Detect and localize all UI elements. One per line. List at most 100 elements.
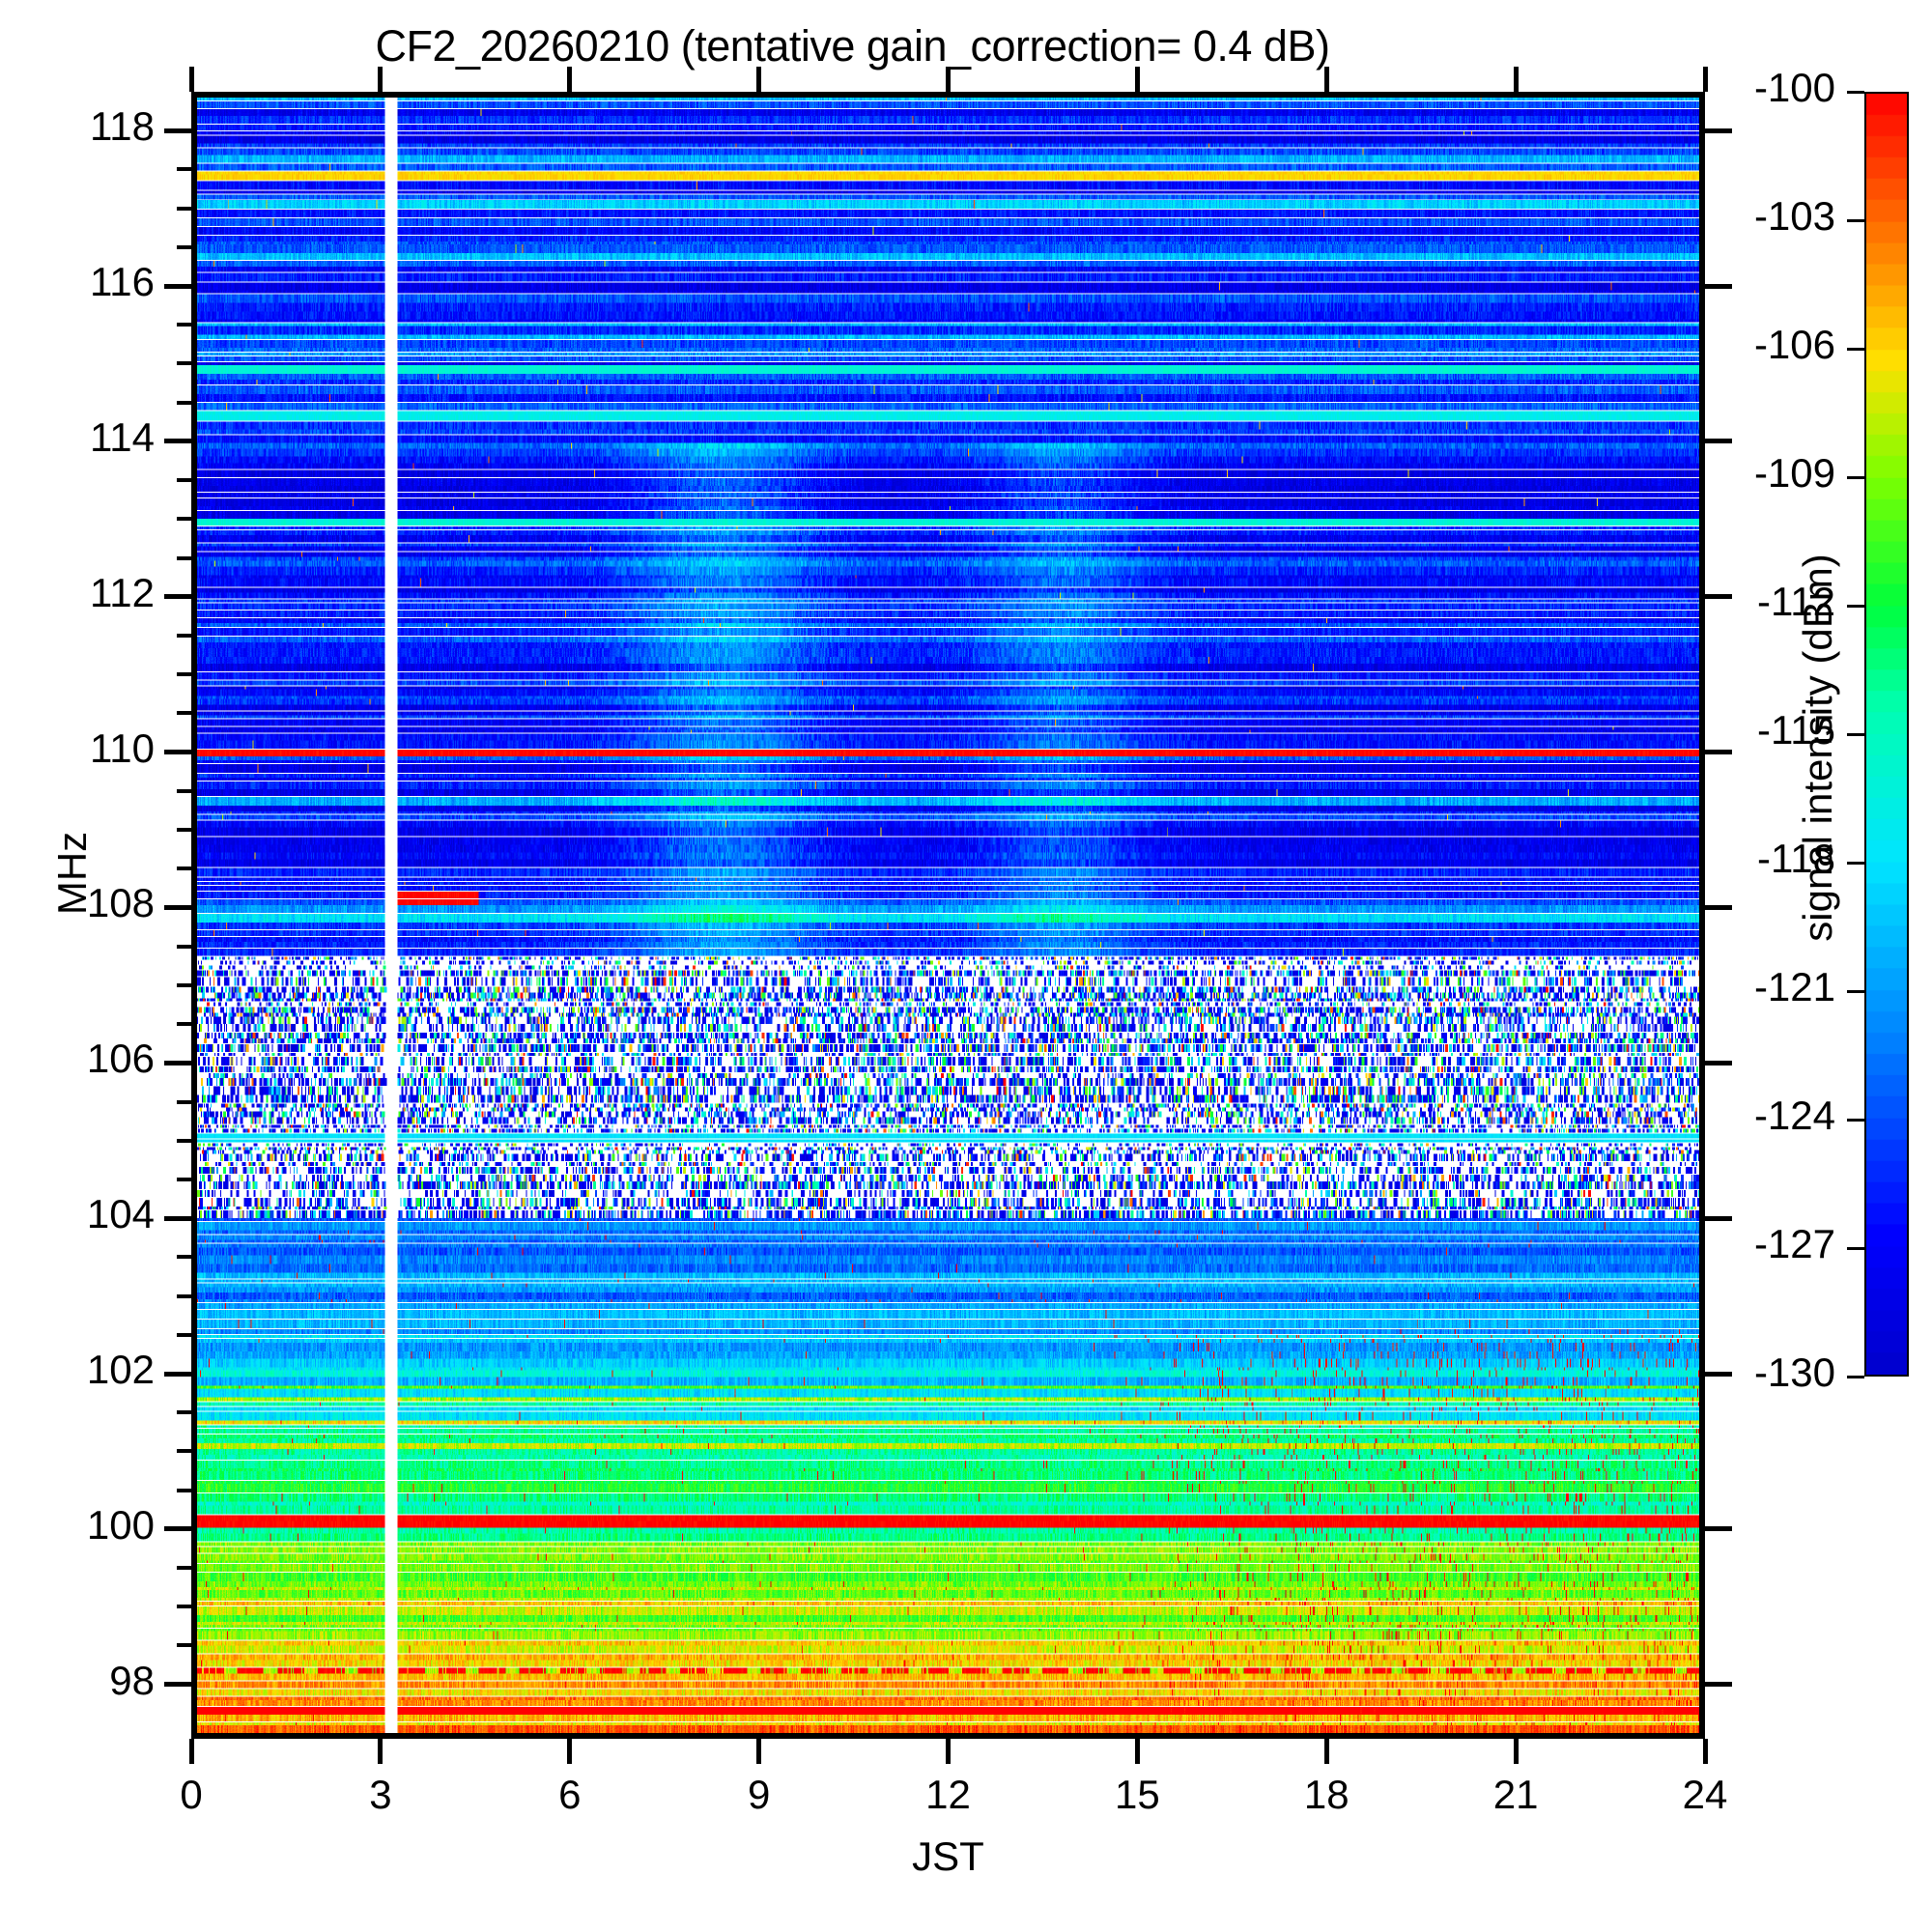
colorbar-tick bbox=[1847, 1246, 1864, 1250]
y-axis-tick bbox=[164, 1682, 191, 1688]
y-axis-minor-tick bbox=[177, 478, 191, 483]
x-axis-tick bbox=[378, 1739, 384, 1764]
x-axis-title: JST bbox=[912, 1833, 984, 1879]
y-axis-tick-label: 102 bbox=[86, 1347, 155, 1392]
y-axis-tick-label: 98 bbox=[109, 1657, 155, 1703]
y-axis-minor-tick bbox=[177, 711, 191, 716]
y-axis-tick bbox=[164, 128, 191, 133]
x-axis-tick-top bbox=[567, 67, 573, 92]
colorbar-tick bbox=[1847, 861, 1864, 865]
x-axis-tick bbox=[946, 1739, 951, 1764]
y-axis-tick-right bbox=[1705, 1371, 1732, 1377]
y-axis-minor-tick bbox=[177, 400, 191, 405]
x-axis-tick-label: 24 bbox=[1682, 1772, 1728, 1817]
y-axis-minor-tick bbox=[177, 867, 191, 871]
y-axis-tick-right bbox=[1705, 904, 1732, 910]
y-axis-tick bbox=[164, 904, 191, 910]
colorbar-tick-label: -100 bbox=[1753, 65, 1835, 110]
colorbar-tick-label: -124 bbox=[1753, 1093, 1835, 1138]
x-axis-tick-label: 18 bbox=[1303, 1772, 1350, 1817]
y-axis-minor-tick bbox=[177, 633, 191, 638]
colorbar-tick-label: -115 bbox=[1757, 707, 1835, 753]
x-axis-tick-label: 12 bbox=[925, 1772, 971, 1817]
y-axis-minor-tick bbox=[177, 244, 191, 249]
y-axis-minor-tick bbox=[177, 1605, 191, 1609]
x-axis-tick-top bbox=[946, 67, 951, 92]
colorbar-tick-label: -130 bbox=[1753, 1350, 1835, 1395]
x-axis-tick bbox=[1134, 1739, 1140, 1764]
colorbar-tick bbox=[1847, 1118, 1864, 1122]
y-axis-minor-tick bbox=[177, 1022, 191, 1027]
x-axis-tick-top bbox=[1513, 67, 1519, 92]
y-axis-tick-label: 112 bbox=[90, 569, 155, 615]
y-axis-minor-tick bbox=[177, 828, 191, 833]
x-axis-tick-top bbox=[378, 67, 384, 92]
x-axis-tick-label: 3 bbox=[369, 1772, 392, 1817]
y-axis-minor-tick bbox=[177, 206, 191, 211]
x-axis-tick-label: 6 bbox=[558, 1772, 582, 1817]
y-axis-tick-right bbox=[1705, 1526, 1732, 1532]
y-axis-minor-tick bbox=[177, 1410, 191, 1415]
page-title: CF2_20260210 (tentative gain_correction=… bbox=[375, 21, 1330, 71]
y-axis-title: MHz bbox=[49, 831, 95, 916]
colorbar-tick bbox=[1847, 475, 1864, 479]
y-axis-minor-tick bbox=[177, 944, 191, 949]
colorbar-tick-label: -109 bbox=[1753, 450, 1835, 496]
y-axis-tick bbox=[164, 1526, 191, 1532]
y-axis-minor-tick bbox=[177, 1449, 191, 1454]
y-axis-tick-right bbox=[1705, 128, 1732, 133]
y-axis-minor-tick bbox=[177, 323, 191, 327]
y-axis-minor-tick bbox=[177, 167, 191, 172]
colorbar-tick-label: -112 bbox=[1757, 579, 1835, 624]
colorbar-tick-label: -103 bbox=[1753, 193, 1835, 239]
y-axis-minor-tick bbox=[177, 672, 191, 677]
y-axis-minor-tick bbox=[177, 1099, 191, 1104]
x-axis-tick-top bbox=[1702, 67, 1708, 92]
colorbar-tick bbox=[1847, 732, 1864, 736]
y-axis-tick bbox=[164, 1215, 191, 1221]
x-axis-tick-label: 15 bbox=[1115, 1772, 1160, 1817]
y-axis-tick-right bbox=[1705, 594, 1732, 600]
colorbar-tick-label: -118 bbox=[1757, 836, 1835, 881]
colorbar-tick-label: -127 bbox=[1753, 1221, 1835, 1266]
y-axis-minor-tick bbox=[177, 1138, 191, 1143]
y-axis-minor-tick bbox=[177, 1488, 191, 1492]
y-axis-tick bbox=[164, 283, 191, 289]
x-axis-tick bbox=[756, 1739, 762, 1764]
y-axis-tick bbox=[164, 594, 191, 600]
x-axis-tick bbox=[1513, 1739, 1519, 1764]
colorbar bbox=[1864, 92, 1909, 1377]
y-axis-tick-label: 100 bbox=[86, 1501, 155, 1548]
y-axis-minor-tick bbox=[177, 788, 191, 793]
x-axis-tick-top bbox=[1323, 67, 1329, 92]
y-axis-tick bbox=[164, 1060, 191, 1065]
y-axis-tick bbox=[164, 750, 191, 755]
x-axis-tick bbox=[1323, 1739, 1329, 1764]
y-axis-minor-tick bbox=[177, 1332, 191, 1337]
y-axis-tick-label: 104 bbox=[86, 1191, 155, 1237]
x-axis-tick-top bbox=[756, 67, 762, 92]
y-axis-tick-label: 114 bbox=[90, 413, 155, 460]
y-axis-tick-label: 108 bbox=[86, 880, 155, 926]
y-axis-tick-label: 110 bbox=[90, 724, 155, 771]
colorbar-tick bbox=[1847, 90, 1864, 94]
colorbar-tick bbox=[1847, 218, 1864, 222]
y-axis-tick-label: 106 bbox=[86, 1036, 155, 1082]
colorbar-tick-label: -106 bbox=[1753, 322, 1835, 367]
colorbar-gradient bbox=[1866, 94, 1907, 1375]
y-axis-tick-label: 116 bbox=[90, 259, 155, 305]
y-axis-minor-tick bbox=[177, 1293, 191, 1298]
colorbar-tick bbox=[1847, 989, 1864, 993]
y-axis-minor-tick bbox=[177, 517, 191, 522]
y-axis-minor-tick bbox=[177, 982, 191, 987]
y-axis-tick-right bbox=[1705, 1060, 1732, 1065]
x-axis-tick-label: 9 bbox=[747, 1772, 771, 1817]
y-axis-minor-tick bbox=[177, 1255, 191, 1260]
x-axis-tick-top bbox=[188, 67, 194, 92]
x-axis-tick-top bbox=[1134, 67, 1140, 92]
plot-area bbox=[191, 92, 1705, 1739]
y-axis-tick-right bbox=[1705, 439, 1732, 444]
colorbar-tick bbox=[1847, 1375, 1864, 1378]
x-axis-tick bbox=[188, 1739, 194, 1764]
